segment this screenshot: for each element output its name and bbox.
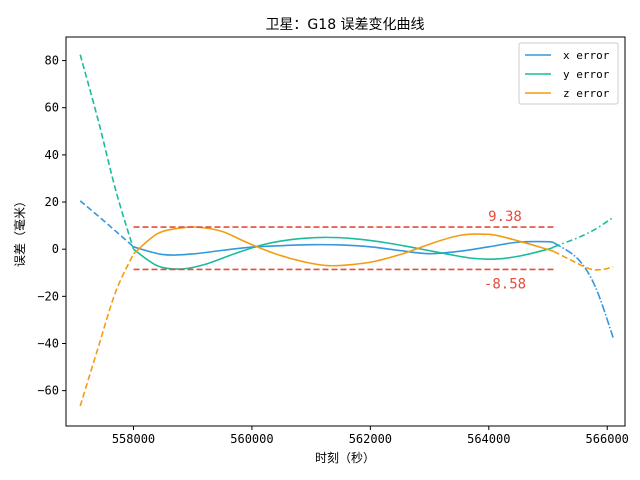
legend: x error y error z error	[518, 42, 619, 105]
y-tick-label: −20	[37, 289, 59, 303]
y-tick-label: 80	[45, 54, 59, 68]
series-z-error-before-line	[79, 253, 135, 407]
threshold-label: 9.38	[488, 209, 522, 225]
x-tick-label: 558000	[112, 432, 155, 446]
series-x-error-line	[133, 240, 555, 256]
x-axis: 558000 560000 562000 564000 566000	[112, 426, 629, 446]
x-tick-label: 564000	[467, 432, 510, 446]
series-y-error-before-line	[79, 54, 135, 250]
y-tick-label: 60	[45, 101, 59, 115]
x-axis-label: 时刻（秒）	[315, 451, 375, 465]
y-tick-label: −60	[37, 384, 59, 398]
series-z-error-after-line	[553, 250, 614, 271]
series-x-error-before-line	[79, 200, 135, 248]
series-x-error-after-line	[553, 242, 614, 338]
y-tick-label: 20	[45, 195, 59, 209]
x-tick-label: 562000	[349, 432, 392, 446]
chart-title: 卫星：G18 误差变化曲线	[265, 17, 424, 33]
series-y-error-line	[133, 236, 555, 270]
y-axis: −60 −40 −20 0 20 40 60 80	[37, 54, 66, 398]
y-tick-label: 0	[52, 242, 59, 256]
legend-box	[518, 42, 619, 105]
x-tick-label: 560000	[230, 432, 273, 446]
y-axis-label: 误差（毫米）	[12, 195, 27, 267]
y-tick-label: −40	[37, 336, 59, 350]
y-tick-label: 40	[45, 148, 59, 162]
legend-label: y error	[563, 68, 610, 81]
x-tick-label: 566000	[586, 432, 629, 446]
legend-label: z error	[563, 87, 610, 100]
plot-frame	[65, 36, 626, 427]
legend-label: x error	[563, 49, 610, 62]
series-y-error-after-line	[553, 216, 614, 248]
threshold-label: -8.58	[484, 276, 526, 292]
